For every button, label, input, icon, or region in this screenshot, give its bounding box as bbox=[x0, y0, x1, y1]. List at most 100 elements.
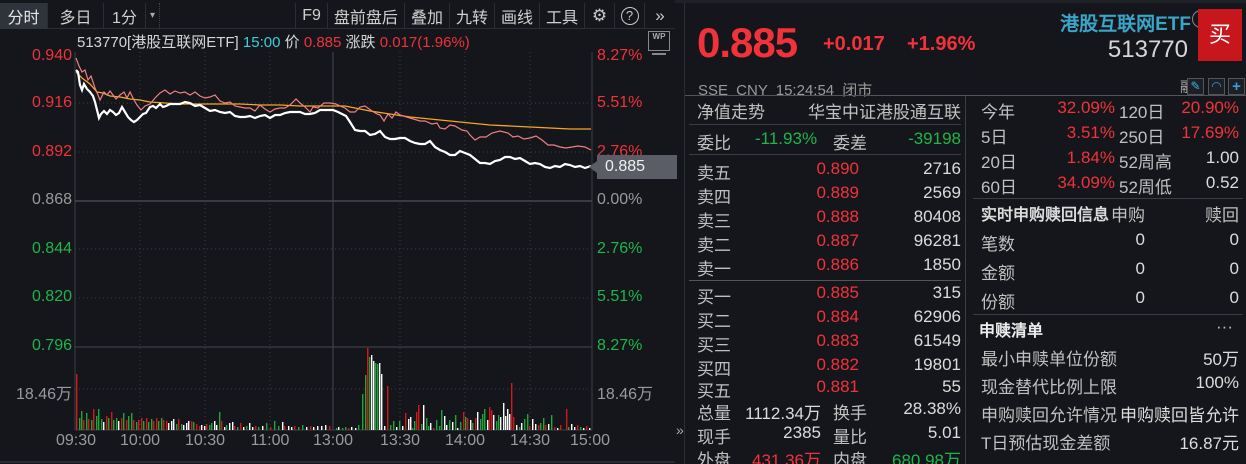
current-price-tag: 0.885 bbox=[589, 155, 677, 179]
f9-button[interactable]: F9 bbox=[296, 2, 328, 29]
nine-turn-button[interactable]: 九转 bbox=[450, 2, 495, 29]
y-left-tick: 0.820 bbox=[31, 288, 72, 305]
gear-icon[interactable]: ⚙ bbox=[585, 2, 615, 29]
bid-row[interactable]: 买五 0.881 55 bbox=[697, 377, 961, 402]
realtime-col-subscribe: 申购 bbox=[1111, 206, 1145, 225]
bid-row[interactable]: 买四 0.882 19801 bbox=[697, 355, 961, 380]
bid-row[interactable]: 买一 0.885 315 bbox=[697, 283, 961, 308]
x-tick: 13:00 bbox=[312, 432, 354, 449]
ask-label: 卖四 bbox=[697, 188, 731, 207]
security-name[interactable]: 港股互联网ETF bbox=[1060, 14, 1191, 35]
bid-volume: 315 bbox=[932, 283, 961, 302]
realtime-redeem-value: 0 bbox=[1229, 288, 1239, 307]
x-tick: 15:00 bbox=[569, 432, 611, 449]
ask-row[interactable]: 卖一 0.886 1850 bbox=[697, 255, 961, 280]
perf-value: 3.51% bbox=[1066, 123, 1115, 142]
plus-icon[interactable]: + bbox=[1228, 78, 1245, 95]
ask-row[interactable]: 卖五 0.890 2716 bbox=[697, 159, 961, 184]
commission-row: 委比 -11.93% 委差 -39198 bbox=[697, 129, 961, 154]
more-options-button[interactable]: ··· bbox=[1216, 317, 1233, 336]
creation-list-value: 16.87元 bbox=[1179, 434, 1239, 453]
overlay-button[interactable]: 叠加 bbox=[405, 2, 450, 29]
ask-row[interactable]: 卖三 0.888 80408 bbox=[697, 207, 961, 232]
tools-button[interactable]: 工具 bbox=[540, 2, 585, 29]
realtime-redeem-value: 0 bbox=[1229, 230, 1239, 249]
commission-diff: -39198 bbox=[908, 129, 961, 148]
perf-label: 今年 bbox=[981, 103, 1015, 122]
bid-label: 买四 bbox=[697, 360, 731, 379]
bell-icon[interactable]: ◠ bbox=[1208, 78, 1225, 95]
stat-label: 内盘 bbox=[833, 451, 867, 464]
collapse-panel-icon[interactable]: » bbox=[676, 422, 684, 438]
chart-time: 15:00 bbox=[242, 34, 281, 51]
column-divider bbox=[965, 96, 966, 464]
x-tick: 10:00 bbox=[119, 432, 161, 449]
perf-label: 52周高 bbox=[1119, 153, 1172, 172]
ask-row[interactable]: 卖四 0.889 2569 bbox=[697, 183, 961, 208]
stat-value: 5.01 bbox=[927, 423, 961, 442]
creation-list-title: 申赎清单 bbox=[979, 323, 1044, 340]
bid-price: 0.884 bbox=[816, 307, 859, 326]
ask-label: 卖一 bbox=[697, 260, 731, 279]
price-change-pct: +1.96% bbox=[907, 33, 976, 55]
draw-line-button[interactable]: 画线 bbox=[495, 2, 540, 29]
nav-trend-link[interactable]: 净值走势 bbox=[697, 103, 765, 122]
y-left-tick: 0.940 bbox=[31, 47, 72, 64]
y-right-tick: 5.51% bbox=[597, 94, 643, 111]
chart-toolbar: 分时 多日 1分 ▾ F9 盘前盘后 叠加 九转 画线 工具 ⚙ ? » bbox=[0, 2, 675, 29]
realtime-row: 金额 0 0 bbox=[981, 259, 1239, 284]
y-left-tick: 0.844 bbox=[31, 240, 72, 257]
realtime-subscribe-value: 0 bbox=[1135, 259, 1145, 278]
bid-price: 0.883 bbox=[816, 331, 859, 350]
ask-price: 0.889 bbox=[816, 183, 859, 202]
bid-label: 买二 bbox=[697, 312, 731, 331]
volume-tick-right: 18.46万 bbox=[597, 386, 654, 403]
pre-post-market-button[interactable]: 盘前盘后 bbox=[328, 2, 405, 29]
creation-list-value: 申购赎回皆允许 bbox=[1120, 401, 1239, 426]
bid-row[interactable]: 买二 0.884 62906 bbox=[697, 307, 961, 332]
divider bbox=[689, 124, 961, 125]
creation-list-label: 最小申赎单位份额 bbox=[981, 350, 1117, 369]
x-tick: 10:30 bbox=[184, 432, 226, 449]
perf-value: 0.52 bbox=[1205, 173, 1239, 192]
dropdown-arrow-icon[interactable]: ▾ bbox=[146, 2, 160, 29]
ask-volume: 1850 bbox=[923, 255, 961, 274]
creation-list-value: 50万 bbox=[1203, 350, 1239, 369]
creation-list-row: 现金替代比例上限 100% bbox=[981, 373, 1239, 398]
chart-price: 0.885 bbox=[303, 34, 342, 51]
nav-line bbox=[75, 57, 592, 151]
perf-label: 60日 bbox=[981, 178, 1017, 197]
divider bbox=[689, 280, 961, 281]
bid-row[interactable]: 买三 0.883 61549 bbox=[697, 331, 961, 356]
stat-value: 28.38% bbox=[903, 399, 961, 418]
double-chevron-right-icon[interactable]: » bbox=[655, 5, 665, 25]
wp-icon[interactable]: WP bbox=[648, 31, 670, 55]
tab-multi-day[interactable]: 多日 bbox=[48, 2, 104, 29]
realtime-redeem-value: 0 bbox=[1229, 259, 1239, 278]
realtime-label: 份额 bbox=[981, 293, 1015, 312]
tab-1min[interactable]: 1分 bbox=[104, 2, 146, 29]
perf-value: 20.90% bbox=[1181, 98, 1239, 117]
ask-volume: 2569 bbox=[923, 183, 961, 202]
x-tick: 14:00 bbox=[444, 432, 486, 449]
ask-label: 卖三 bbox=[697, 212, 731, 231]
stat-value: 680.98万 bbox=[892, 451, 961, 464]
stat-label: 外盘 bbox=[697, 451, 731, 464]
realtime-label: 金额 bbox=[981, 264, 1015, 283]
tab-intraday[interactable]: 分时 bbox=[0, 2, 48, 29]
creation-list-header: 申赎清单 ··· bbox=[979, 317, 1239, 341]
stats-row: 现手 2385 量比 5.01 bbox=[697, 423, 961, 448]
stat-label: 换手 bbox=[833, 404, 867, 423]
bid-price: 0.881 bbox=[816, 377, 859, 396]
ask-price: 0.890 bbox=[816, 159, 859, 178]
bid-volume: 61549 bbox=[913, 331, 961, 350]
help-icon[interactable]: ? bbox=[615, 2, 645, 29]
ask-volume: 96281 bbox=[913, 231, 961, 250]
perf-label: 120日 bbox=[1119, 103, 1165, 122]
edit-icon[interactable]: ✎ bbox=[1187, 78, 1204, 95]
last-price: 0.885 bbox=[697, 19, 798, 66]
nav-row[interactable]: 净值走势 华宝中证港股通互联 bbox=[697, 98, 961, 123]
buy-button[interactable]: 买 bbox=[1198, 9, 1242, 61]
ask-row[interactable]: 卖二 0.887 96281 bbox=[697, 231, 961, 256]
divider bbox=[973, 198, 1243, 199]
